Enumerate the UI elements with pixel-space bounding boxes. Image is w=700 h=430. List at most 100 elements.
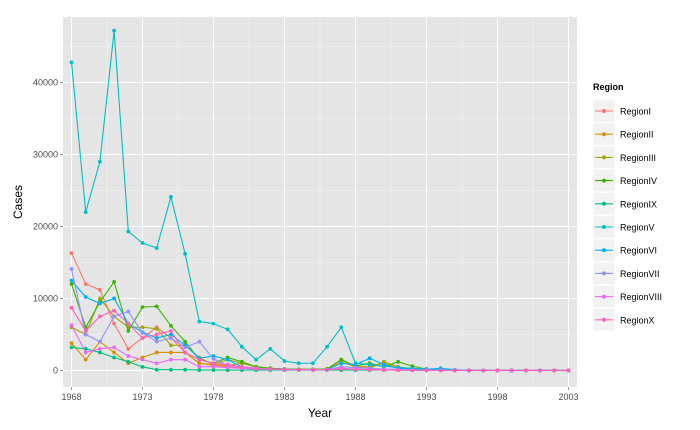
legend-item: RegionIV — [592, 169, 657, 192]
data-point — [509, 368, 514, 373]
x-tick-label: 1973 — [132, 392, 152, 402]
x-tick-label: 1983 — [274, 392, 294, 402]
data-point — [197, 364, 202, 369]
data-point — [381, 367, 386, 372]
legend: Region RegionI RegionII RegionIII RegionIV R… — [592, 82, 662, 332]
data-point — [225, 327, 230, 332]
data-point — [211, 361, 216, 366]
data-point — [126, 229, 131, 234]
data-point — [169, 343, 173, 348]
data-point — [169, 195, 173, 199]
data-point — [154, 304, 159, 309]
data-point — [367, 362, 372, 367]
legend-item: RegionX — [592, 308, 655, 332]
data-point — [98, 339, 102, 344]
data-point — [154, 246, 159, 250]
data-point — [169, 357, 173, 362]
data-point — [566, 368, 571, 373]
data-point — [467, 368, 471, 373]
data-point — [154, 367, 159, 372]
data-point — [69, 323, 74, 327]
data-point — [481, 368, 486, 373]
data-point — [225, 362, 230, 367]
legend-label: RegionVIII — [620, 292, 662, 302]
data-point — [225, 357, 230, 362]
legend-item: RegionVI — [592, 238, 657, 262]
grid — [63, 17, 577, 387]
data-point — [169, 332, 173, 337]
legend-label: RegionVII — [620, 269, 660, 279]
y-tick-label: 30000 — [33, 149, 58, 159]
data-point — [438, 368, 443, 373]
data-point — [154, 350, 159, 355]
data-point — [268, 346, 273, 351]
data-point — [154, 336, 159, 340]
data-point — [197, 319, 202, 324]
x-axis-title: Year — [308, 406, 332, 420]
data-point — [69, 278, 74, 283]
data-point — [211, 364, 216, 369]
data-point — [69, 345, 74, 350]
data-point — [69, 267, 74, 271]
data-point — [69, 251, 74, 256]
y-tick-label: 10000 — [33, 293, 58, 303]
data-point — [254, 357, 259, 362]
x-tick-label: 1998 — [487, 392, 507, 402]
legend-item: RegionVII — [592, 262, 660, 285]
data-point — [197, 339, 202, 344]
data-point — [112, 355, 117, 360]
data-point — [98, 350, 102, 355]
data-point — [254, 366, 259, 371]
data-point — [154, 332, 159, 337]
legend-item: RegionI — [592, 99, 651, 123]
data-point — [126, 346, 131, 351]
data-point — [83, 357, 88, 362]
data-point — [339, 357, 344, 362]
series-layer — [69, 28, 571, 373]
data-point — [495, 368, 500, 373]
x-tick-label: 1968 — [62, 392, 82, 402]
data-point — [140, 331, 145, 335]
data-point — [339, 325, 344, 330]
data-point — [126, 309, 131, 314]
data-point — [69, 282, 74, 286]
y-tick-label: 0 — [53, 365, 58, 375]
legend-key-point — [602, 225, 606, 229]
data-point — [197, 357, 202, 362]
data-point — [282, 359, 287, 363]
data-point — [339, 361, 344, 366]
data-point — [154, 339, 159, 344]
data-point — [538, 368, 542, 373]
data-point — [140, 241, 145, 245]
data-point — [69, 341, 74, 345]
data-point — [169, 328, 173, 333]
data-point — [140, 364, 145, 369]
data-point — [183, 350, 188, 355]
legend-label: RegionVI — [620, 246, 657, 256]
data-point — [126, 354, 131, 358]
data-point — [523, 368, 528, 373]
data-point — [140, 325, 145, 330]
data-point — [183, 345, 188, 350]
data-point — [140, 357, 145, 362]
data-point — [452, 368, 457, 373]
data-point — [183, 367, 188, 372]
legend-label: RegionII — [620, 130, 654, 140]
data-point — [240, 359, 244, 364]
data-point — [268, 367, 273, 371]
data-point — [169, 336, 173, 340]
data-point — [197, 361, 202, 366]
legend-label: RegionI — [620, 107, 651, 117]
data-point — [240, 364, 244, 369]
legend-item: RegionV — [592, 215, 655, 239]
data-point — [112, 308, 117, 313]
legend-item: RegionII — [592, 122, 654, 146]
series-line — [71, 307, 569, 371]
data-point — [396, 359, 400, 364]
x-tick-label: 2003 — [558, 392, 578, 402]
data-point — [112, 350, 117, 355]
data-point — [140, 305, 145, 309]
x-tick-label: 1978 — [203, 392, 223, 402]
axes-layer: 1968 1973 1978 1983 1988 1993 1998 2003 0 10000 20… — [33, 78, 579, 402]
legend-title: Region — [593, 82, 624, 92]
